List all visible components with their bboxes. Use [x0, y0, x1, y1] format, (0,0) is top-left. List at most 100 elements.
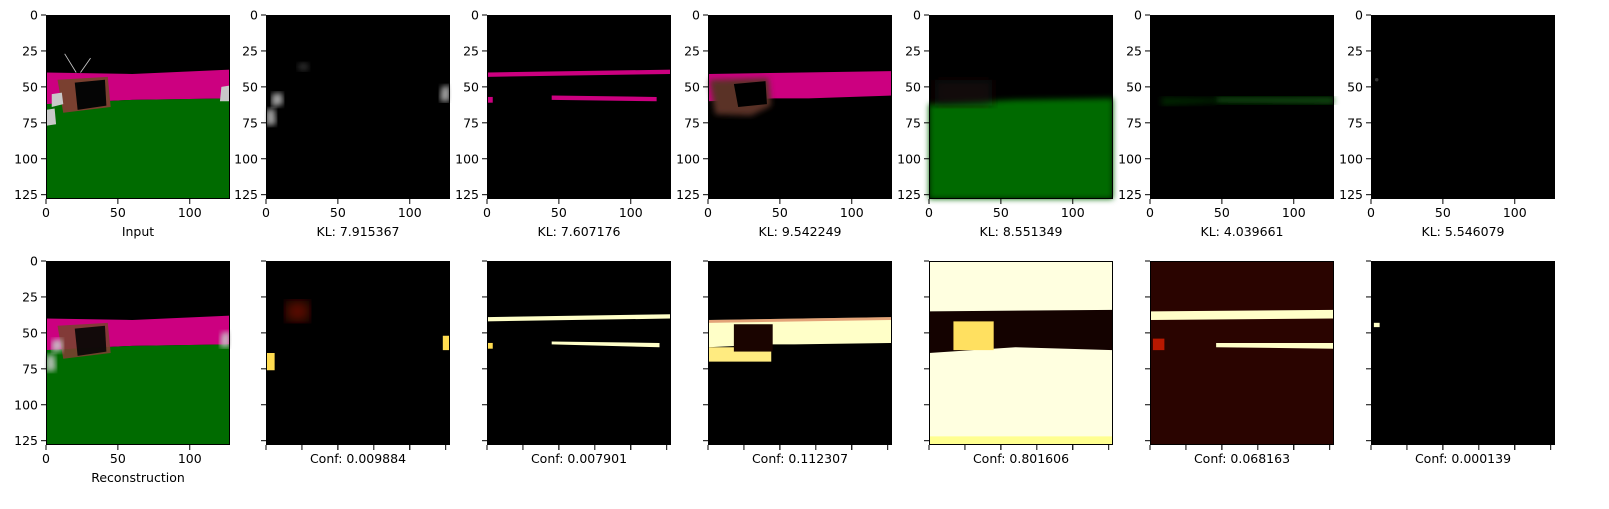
- panel-grid: 0 50 100 0 25 50 75 100 125 Input 0 50 100 0 25 50 75 100…: [14, 8, 1555, 485]
- y-tick-label: 0: [913, 8, 921, 23]
- panel-caption: KL: 8.551349: [980, 224, 1063, 239]
- x-tick-label: 50: [1435, 205, 1451, 220]
- y-tick-label: 50: [242, 79, 258, 94]
- y-tick-label: 50: [905, 79, 921, 94]
- x-tick-label: 0: [925, 205, 933, 220]
- panel-image: [1373, 322, 1380, 328]
- panel-caption: KL: 7.607176: [538, 224, 621, 239]
- panel-background: [1150, 15, 1334, 199]
- panel-image: [929, 261, 1113, 445]
- panel-caption: KL: 9.542249: [759, 224, 842, 239]
- panel-image: [266, 62, 450, 126]
- x-tick-label: 0: [704, 205, 712, 220]
- y-tick-label: 0: [471, 8, 479, 23]
- panel: Conf: 0.007901: [482, 260, 671, 466]
- y-tick-label: 50: [22, 79, 38, 94]
- panel-frame: [266, 15, 450, 199]
- heat-region: [1150, 261, 1334, 445]
- heat-region: [929, 261, 1113, 445]
- green-strip: [1216, 96, 1334, 105]
- panel-frame: [929, 15, 1113, 199]
- y-tick-label: 50: [22, 325, 38, 340]
- y-tick-label: 125: [1118, 187, 1142, 202]
- y-tick-label: 75: [22, 115, 38, 130]
- x-tick-label: 0: [1367, 205, 1375, 220]
- panel: Conf: 0.112307: [703, 260, 892, 466]
- green-strip: [1161, 96, 1217, 106]
- panel: 0 50 100 0 25 50 75 100 125 KL: 7.607176: [455, 8, 671, 239]
- y-tick-label: 50: [684, 79, 700, 94]
- y-tick-label: 25: [242, 43, 258, 58]
- y-tick-label: 125: [14, 187, 38, 202]
- small-object: [219, 331, 230, 348]
- y-tick-label: 0: [1355, 8, 1363, 23]
- small-object: [51, 92, 64, 107]
- panel-frame: [708, 15, 892, 199]
- y-tick-label: 75: [242, 115, 258, 130]
- y-tick-label: 0: [250, 8, 258, 23]
- tv-screen: [74, 325, 107, 356]
- y-tick-label: 125: [1339, 187, 1363, 202]
- y-tick-label: 25: [905, 43, 921, 58]
- y-tick-label: 125: [455, 187, 479, 202]
- heat-blob: [487, 342, 493, 349]
- panel-caption: Conf: 0.007901: [531, 451, 627, 466]
- y-tick-label: 50: [463, 79, 479, 94]
- small-object: [271, 92, 284, 107]
- wall-strip: [487, 96, 493, 103]
- antenna-line: [80, 57, 91, 73]
- tv-screen: [733, 81, 767, 107]
- y-tick-label: 25: [22, 43, 38, 58]
- panel-frame: [1371, 261, 1555, 445]
- heat-blob: [286, 301, 310, 322]
- y-tick-label: 25: [463, 43, 479, 58]
- panel-frame: [266, 261, 450, 445]
- heat-strip: [1150, 309, 1334, 320]
- y-tick-label: 25: [1126, 43, 1142, 58]
- x-tick-label: 0: [483, 205, 491, 220]
- heat-blob: [953, 321, 994, 351]
- panel-caption: Reconstruction: [91, 470, 185, 485]
- x-tick-label: 50: [993, 205, 1009, 220]
- panel-caption: Conf: 0.000139: [1415, 451, 1511, 466]
- x-tick-label: 100: [178, 451, 202, 466]
- tv-screen: [74, 79, 107, 110]
- heat-edge: [708, 317, 892, 323]
- panel: 0 50 100 0 25 50 75 100 125 Input: [14, 8, 230, 239]
- floor-region: [929, 98, 1113, 199]
- panel-image: [1150, 261, 1334, 445]
- x-tick-label: 0: [262, 205, 270, 220]
- x-tick-label: 100: [1282, 205, 1306, 220]
- small-object: [439, 85, 450, 102]
- panel-frame: [1371, 15, 1555, 199]
- small-object: [46, 108, 57, 126]
- x-tick-label: 50: [1214, 205, 1230, 220]
- y-tick-label: 100: [14, 151, 38, 166]
- y-tick-label: 25: [684, 43, 700, 58]
- panel-caption: Conf: 0.112307: [752, 451, 848, 466]
- panel-frame: [708, 261, 892, 445]
- wall-strip: [551, 95, 657, 102]
- panel-frame: [46, 15, 230, 199]
- x-tick-label: 100: [398, 205, 422, 220]
- y-tick-label: 0: [30, 254, 38, 269]
- panel: 0 50 100 0 25 50 75 100 125 KL: 7.915367: [234, 8, 450, 239]
- y-tick-label: 100: [897, 151, 921, 166]
- y-tick-label: 75: [684, 115, 700, 130]
- panel-frame: [1150, 15, 1334, 199]
- y-tick-label: 100: [234, 151, 258, 166]
- floor-region: [46, 344, 230, 445]
- faint-object: [297, 62, 310, 72]
- y-tick-label: 50: [1126, 79, 1142, 94]
- panel: 0 50 100 0 25 50 75 100 125 KL: 9.542249: [676, 8, 892, 239]
- panel-frame: [487, 261, 671, 445]
- y-tick-label: 25: [1347, 43, 1363, 58]
- x-tick-label: 0: [42, 205, 50, 220]
- panel-background: [1371, 261, 1555, 445]
- panel-image: [266, 301, 450, 371]
- panel-background: [1371, 15, 1555, 199]
- x-tick-label: 50: [110, 451, 126, 466]
- x-tick-label: 100: [840, 205, 864, 220]
- y-tick-label: 25: [22, 289, 38, 304]
- y-tick-label: 0: [30, 8, 38, 23]
